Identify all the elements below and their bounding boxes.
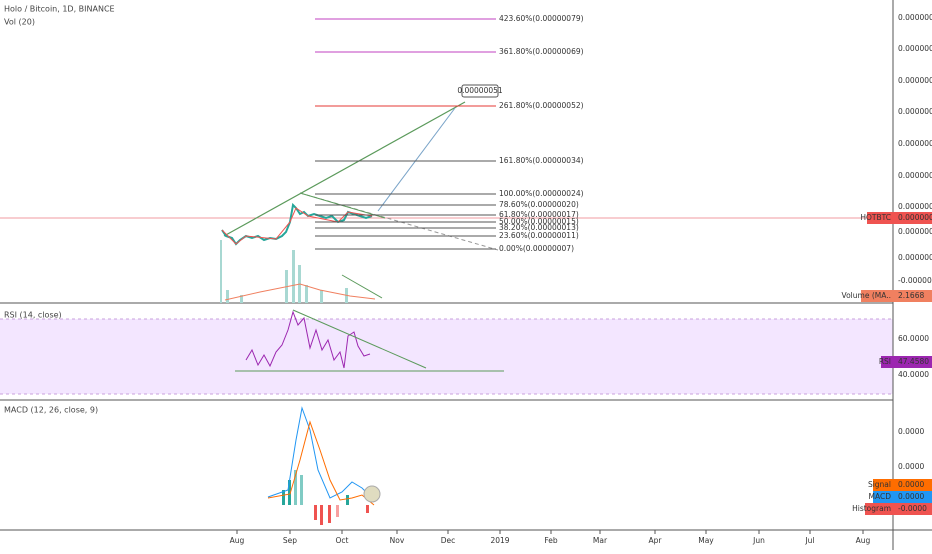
time-axis-label: Jul	[804, 536, 814, 545]
callout-text: 0.00000051	[457, 86, 503, 95]
time-axis-label: Apr	[649, 536, 663, 545]
price-axis-label: 0.00000020	[898, 202, 932, 211]
time-axis-label: Sep	[283, 536, 297, 545]
axis-tag-value: 2.1668	[898, 291, 924, 300]
fib-label: 78.60%(0.00000020)	[499, 200, 579, 209]
fib-label: 38.20%(0.00000013)	[499, 223, 579, 232]
time-axis-label: Feb	[544, 536, 558, 545]
rsi-title: RSI (14, close)	[4, 311, 62, 320]
axis-tag-name: Signal	[868, 480, 891, 489]
price-axis-label: 0.00000030	[898, 171, 932, 180]
rsi-axis-label: 40.0000	[898, 370, 929, 379]
macd-axis-label: 0.0000	[898, 427, 924, 436]
axis-tag	[881, 356, 932, 368]
axis-tag-name: Volume (MA..	[842, 291, 891, 300]
signal-line	[267, 420, 375, 506]
axis-tag-name: RSI	[879, 357, 891, 366]
fib-label: 50.00%(0.00000015)	[499, 217, 579, 226]
price-axis-label: 0.00000050	[898, 107, 932, 116]
price-axis-label: 0.00000004	[898, 253, 932, 262]
trend-line	[292, 309, 427, 369]
price-axis-label: 0.00000012	[898, 227, 932, 236]
rsi-axis-label: 60.0000	[898, 334, 929, 343]
axis-tag	[873, 479, 932, 491]
rsi-band	[0, 319, 893, 394]
axis-tag-name: HOTBTC	[860, 213, 891, 222]
time-axis-label: Dec	[441, 536, 456, 545]
time-axis-label: May	[698, 536, 714, 545]
volume-ma	[224, 283, 376, 301]
axis-tag-value: 0.0000	[898, 492, 924, 501]
volume-title: Vol (20)	[4, 18, 35, 27]
price-axis-label: 0.00000080	[898, 13, 932, 22]
fib-label: 23.60%(0.00000011)	[499, 231, 579, 240]
price-candles	[221, 207, 373, 245]
time-axis-label: 2019	[490, 536, 509, 545]
projection-arrow	[377, 107, 456, 212]
axis-tag-value: 47.4580	[898, 357, 929, 366]
time-axis-label: Nov	[390, 536, 405, 545]
callout-box	[461, 84, 499, 98]
price-axis-label: 0.00000040	[898, 139, 932, 148]
axis-tag-value: -0.0000	[898, 504, 927, 513]
price-axis-label: 0.00000060	[898, 76, 932, 85]
time-axis-label: Aug	[230, 536, 245, 545]
time-axis-label: Aug	[856, 536, 871, 545]
time-axis-label: Oct	[336, 536, 349, 545]
fib-label: 261.80%(0.00000052)	[499, 101, 584, 110]
price-axis-label: -0.00000003	[898, 276, 932, 285]
axis-tag-value: 0.00000016	[898, 213, 932, 222]
fib-label: 361.80%(0.00000069)	[499, 47, 584, 56]
axis-tag-value: 0.0000	[898, 480, 924, 489]
time-axis-label: Mar	[593, 536, 608, 545]
fib-label: 161.80%(0.00000034)	[499, 156, 584, 165]
axis-tag	[861, 290, 932, 302]
macd-title: MACD (12, 26, close, 9)	[4, 406, 98, 415]
axis-tag-name: Histogram	[852, 504, 891, 513]
chart-title: Holo / Bitcoin, 1D, BINANCE	[4, 5, 115, 14]
fib-label: 0.00%(0.00000007)	[499, 244, 574, 253]
axis-tag	[873, 491, 932, 503]
highlight-circle	[363, 485, 381, 503]
fib-label: 61.80%(0.00000017)	[499, 210, 579, 219]
price-axis-label: 0.00000070	[898, 44, 932, 53]
trend-line	[223, 101, 466, 237]
macd-histogram	[282, 470, 369, 525]
trend-line	[341, 274, 383, 299]
fib-label: 100.00%(0.00000024)	[499, 189, 584, 198]
macd-line	[267, 406, 375, 501]
trend-line	[299, 192, 499, 251]
axis-tag-name: MACD	[869, 492, 892, 501]
fib-label: 423.60%(0.00000079)	[499, 14, 584, 23]
axis-tag	[865, 503, 932, 515]
macd-axis-label: 0.0000	[898, 462, 924, 471]
axis-tag	[867, 212, 932, 224]
time-axis-label: Jun	[752, 536, 765, 545]
